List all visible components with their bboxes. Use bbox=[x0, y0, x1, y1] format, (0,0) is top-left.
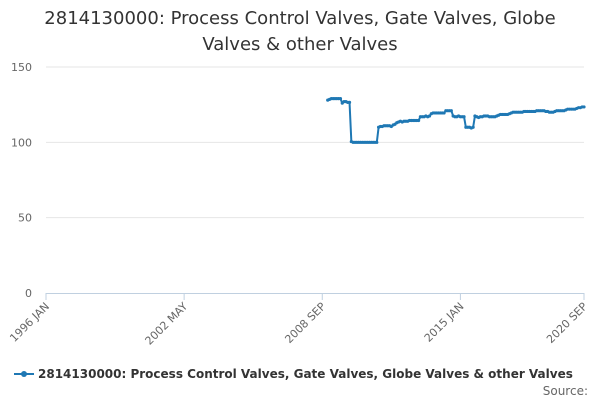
y-tick-label: 100 bbox=[11, 136, 32, 149]
chart-title-line-1: 2814130000: Process Control Valves, Gate… bbox=[44, 8, 556, 29]
y-tick-label: 0 bbox=[25, 287, 32, 300]
chart-title: 2814130000: Process Control Valves, Gate… bbox=[0, 6, 600, 58]
x-axis: 1996 JAN 2002 MAY 2008 SEP 2015 JAN 2020 SEP bbox=[7, 293, 590, 348]
data-point bbox=[582, 105, 586, 109]
series-layer bbox=[326, 97, 586, 144]
series-line bbox=[326, 97, 585, 144]
data-point bbox=[375, 140, 379, 144]
legend-swatch bbox=[14, 368, 34, 380]
data-point bbox=[338, 97, 343, 101]
x-tick-label: 2002 MAY bbox=[143, 300, 191, 348]
x-tick-label: 1996 JAN bbox=[7, 300, 52, 345]
gridlines: 0 50 100 150 bbox=[11, 61, 584, 300]
data-point bbox=[449, 109, 453, 113]
data-point bbox=[417, 118, 421, 123]
x-tick-label: 2008 SEP bbox=[282, 300, 328, 346]
data-point bbox=[471, 125, 475, 129]
y-tick-label: 50 bbox=[18, 212, 32, 225]
source-label: Source: bbox=[542, 384, 588, 398]
legend-label: 2814130000: Process Control Valves, Gate… bbox=[38, 367, 573, 381]
data-point bbox=[347, 100, 352, 105]
legend[interactable]: 2814130000: Process Control Valves, Gate… bbox=[14, 364, 573, 384]
x-tick-label: 2020 SEP bbox=[544, 300, 590, 346]
data-point bbox=[462, 115, 466, 119]
x-tick-label: 2015 JAN bbox=[422, 300, 467, 345]
data-point bbox=[427, 114, 432, 118]
data-point bbox=[442, 111, 446, 115]
chart-title-line-2: Valves & other Valves bbox=[202, 34, 398, 55]
y-tick-label: 150 bbox=[11, 61, 32, 74]
